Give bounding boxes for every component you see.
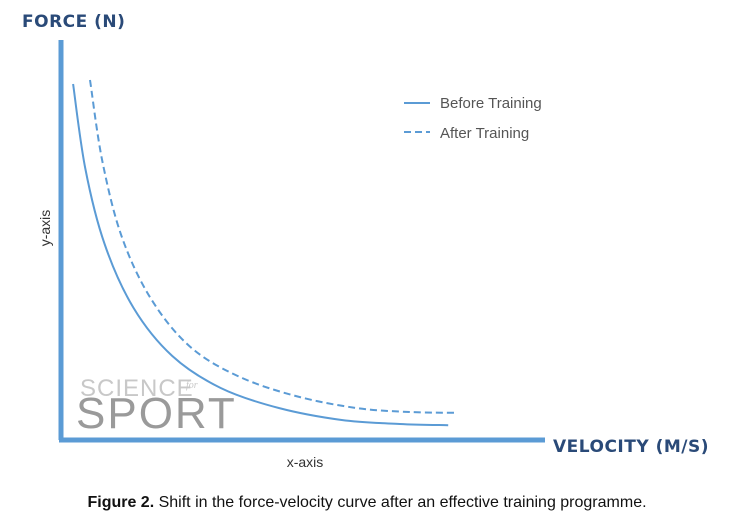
x-axis-caption: x-axis [287,454,324,470]
x-axis-title: VELOCITY (M/S) [553,437,709,457]
legend-label-before-training: Before Training [440,95,542,112]
logo-sport-text: SPORT [76,389,237,438]
y-axis-caption: y-axis [37,210,53,247]
figure-caption-text: Shift in the force-velocity curve after … [154,494,647,511]
y-axis-title: FORCE (N) [22,12,125,32]
series-after-training-line [89,79,456,414]
logo-science-text: SCIENCE [80,375,194,402]
logo-for-text: for [186,380,198,391]
series-before-training-line [72,83,449,427]
figure-caption-label: Figure 2. [87,494,155,511]
science-for-sport-logo: SCIENCE for SPORT [76,375,237,438]
figure-caption: Figure 2. Shift in the force-velocity cu… [0,494,734,512]
legend-label-after-training: After Training [440,125,529,142]
legend: Before Training After Training [404,95,542,142]
